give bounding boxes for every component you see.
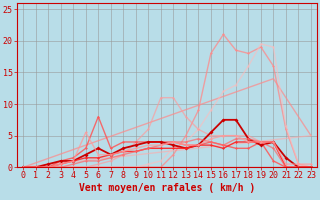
X-axis label: Vent moyen/en rafales ( km/h ): Vent moyen/en rafales ( km/h ) [79,183,255,193]
